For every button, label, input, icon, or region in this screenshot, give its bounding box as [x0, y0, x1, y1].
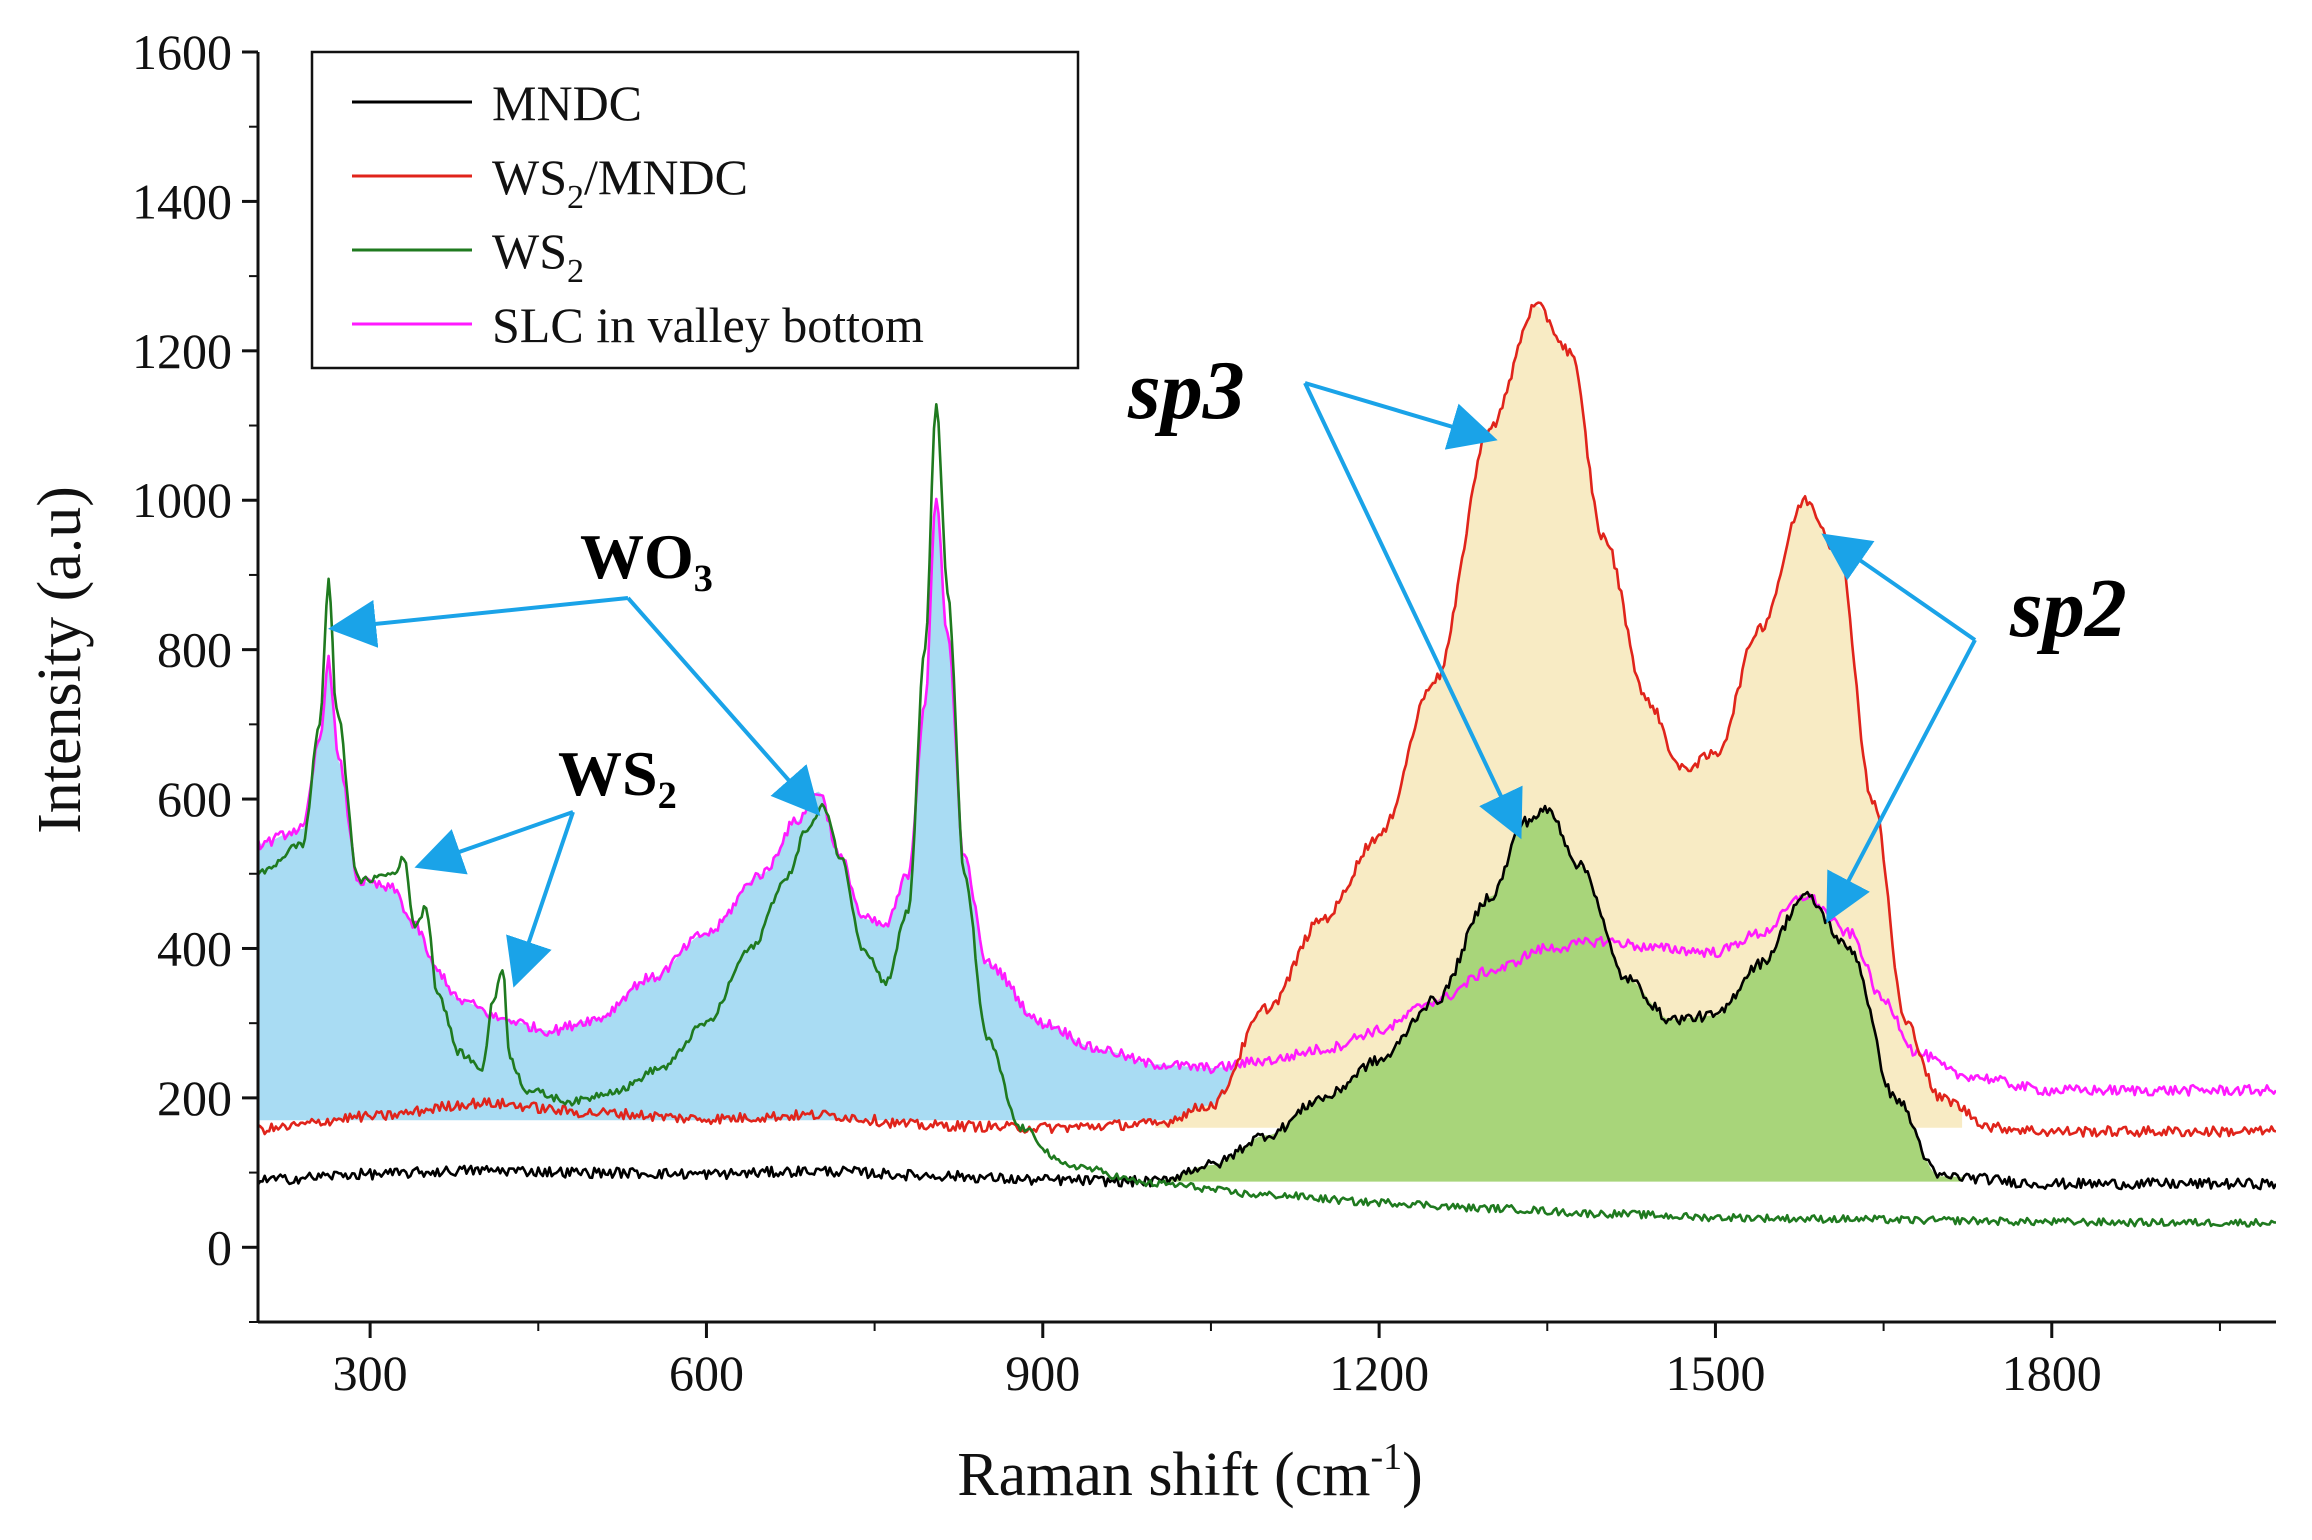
arrow-ws2-left: [414, 810, 574, 875]
y-tick-label: 600: [157, 771, 232, 827]
legend-label-sub: 2: [567, 179, 584, 216]
fill-slc-region: [258, 500, 1245, 1121]
fill-mndc-region: [1154, 810, 1963, 1182]
y-tick-label: 400: [157, 920, 232, 976]
x-axis-title-main: Raman shift (cm: [957, 1441, 1370, 1509]
x-tick-label: 1800: [2002, 1345, 2102, 1401]
arrow-sp2-lower: [1826, 639, 1977, 924]
series-line-ws2: [258, 403, 2276, 1228]
x-tick-label: 1200: [1329, 1345, 1429, 1401]
legend-box: [310, 50, 1080, 370]
y-tick-label: 800: [157, 622, 232, 678]
legend-label-tail: /MNDC: [584, 149, 748, 205]
y-ticks: 0 200 400 600 800 1000 1200 1400 1600: [132, 24, 258, 1323]
x-tick-label: 900: [1005, 1345, 1080, 1401]
legend-label: WS2: [492, 223, 584, 290]
spectrum-fills: [258, 306, 1963, 1182]
annotation-wo3: WO₃: [580, 521, 713, 592]
y-tick-label: 200: [157, 1070, 232, 1126]
x-axis-title-sup: -1: [1370, 1436, 1402, 1478]
y-tick-label: 1600: [132, 24, 232, 80]
legend-label: SLC in valley bottom: [492, 297, 924, 353]
annotation-sp2: sp2: [2009, 562, 2127, 655]
arrow-sp2-upper: [1821, 533, 1977, 642]
series-line-mndc: [258, 804, 2276, 1191]
legend-label-sub: 2: [567, 253, 584, 290]
series-line-ws2-mndc: [258, 301, 2276, 1138]
axes: 300 600 900 1200 1500 1800 0 200 400 600 800 1000 1…: [132, 24, 2276, 1401]
y-tick-label: 1200: [132, 323, 232, 379]
y-tick-label: 1000: [132, 472, 232, 528]
x-tick-label: 600: [669, 1345, 744, 1401]
x-axis-title: Raman shift (cm-1): [957, 1436, 1423, 1509]
arrow-wo3-right: [626, 596, 821, 816]
x-axis-title-close: ): [1402, 1441, 1423, 1509]
legend-label: WS2/MNDC: [492, 149, 748, 216]
arrow-sp3-lower: [1303, 382, 1523, 840]
legend-label: MNDC: [492, 75, 642, 131]
x-ticks: 300 600 900 1200 1500 1800: [333, 1322, 2221, 1401]
legend-label-base: SLC in valley bottom: [492, 297, 924, 353]
annotations: WO₃ WS₂ sp3 sp2: [328, 344, 2127, 988]
annotation-sp3: sp3: [1127, 344, 1245, 437]
y-axis-title: Intensity (a.u): [26, 486, 94, 834]
fill-ws2mndc-region: [1154, 306, 1963, 1128]
arrow-wo3-left: [328, 596, 629, 648]
arrow-ws2-right: [506, 811, 575, 988]
series-line-slc-in-valley-bottom: [258, 497, 2276, 1097]
x-tick-label: 300: [333, 1345, 408, 1401]
y-tick-label: 0: [207, 1219, 232, 1275]
legend-label-base: WS: [492, 149, 567, 205]
y-tick-label: 1400: [132, 173, 232, 229]
annotation-ws2: WS₂: [558, 738, 677, 809]
arrow-sp3-upper: [1304, 381, 1498, 450]
x-tick-label: 1500: [1665, 1345, 1765, 1401]
legend-label-base: MNDC: [492, 75, 642, 131]
series-lines: [258, 301, 2276, 1228]
legend-label-base: WS: [492, 223, 567, 279]
